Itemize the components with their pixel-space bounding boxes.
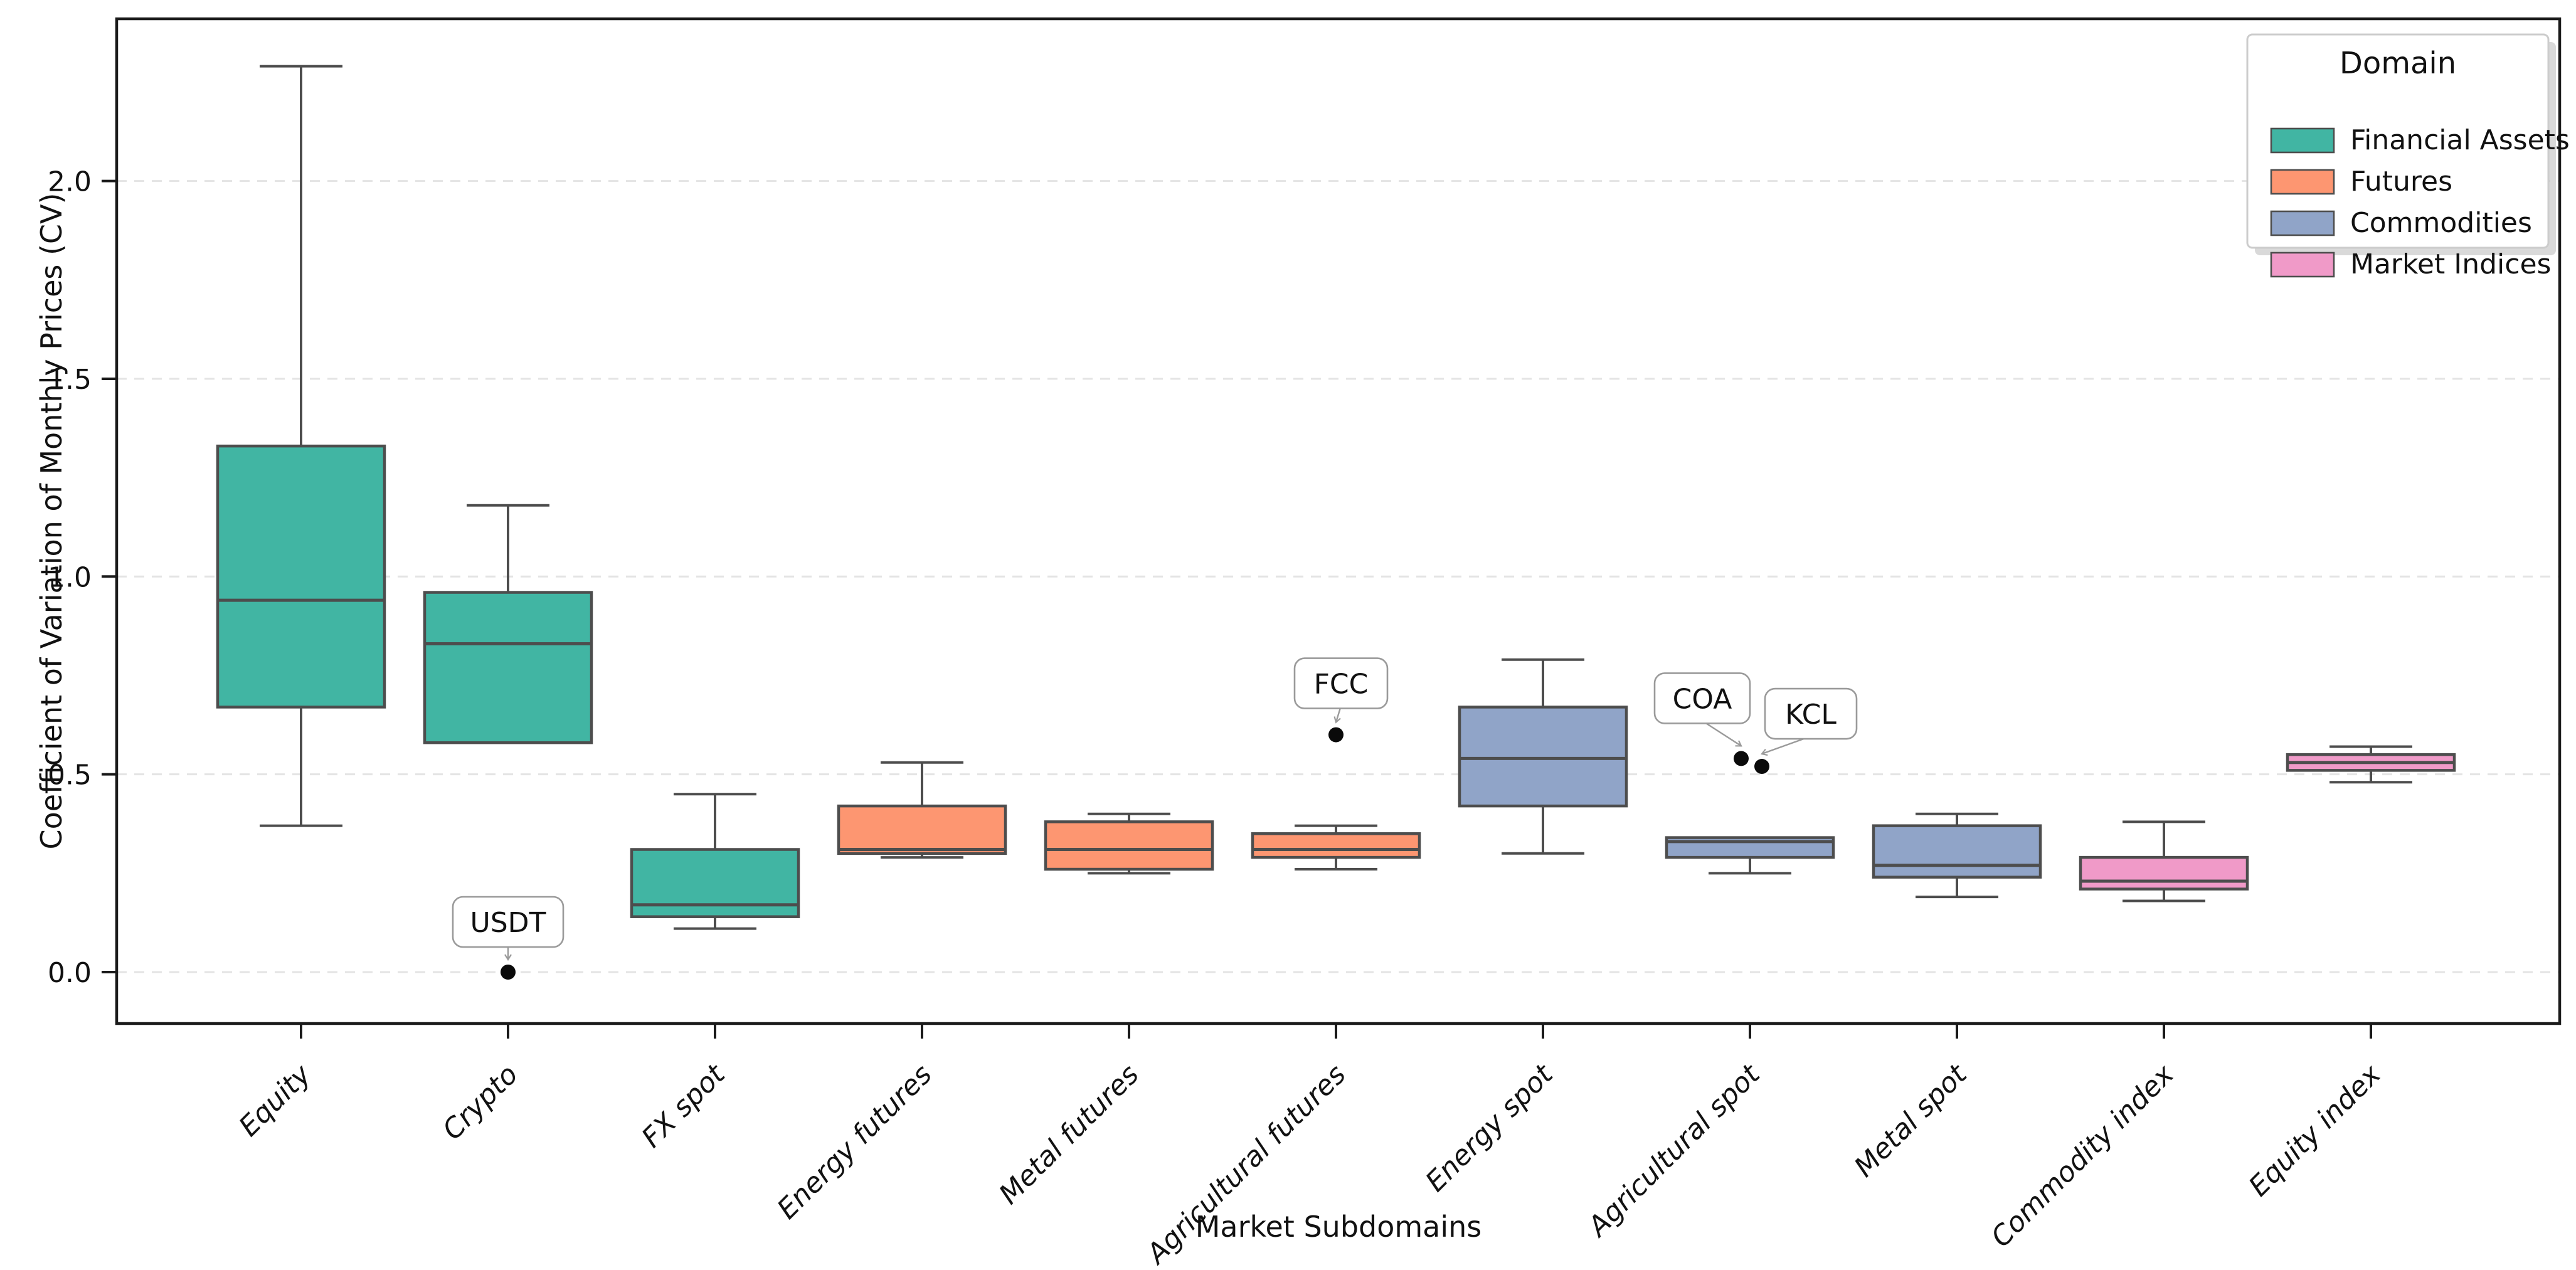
ytick-label-1.0: 1.0 <box>48 561 92 593</box>
outlier-dot-fcc <box>1328 727 1344 743</box>
legend-label-futures: Futures <box>2350 166 2452 198</box>
xtick-label-energy-futures: Energy futures <box>771 1059 938 1225</box>
xtick-label-metal-spot: Metal spot <box>1848 1057 1974 1183</box>
ytick-label-0.5: 0.5 <box>48 759 92 791</box>
x-axis-title: Market Subdomains <box>1195 1210 1482 1244</box>
outlier-dot-kcl <box>1754 759 1769 775</box>
box-group-agricultural-spot <box>1665 751 1835 875</box>
axes-spines <box>115 17 2562 1025</box>
annotation-box-kcl <box>1764 687 1858 740</box>
box-metal-spot <box>1872 824 2042 879</box>
legend-swatch-market-indices <box>2270 251 2335 278</box>
legend-swatch-commodities <box>2270 210 2335 236</box>
annotation-label-usdt: USDT <box>470 907 546 939</box>
xtick-label-equity-index: Equity index <box>2243 1058 2388 1203</box>
annotation-label-coa: COA <box>1673 683 1732 715</box>
box-group-equity <box>216 65 386 827</box>
box-crypto <box>423 591 593 744</box>
box-group-metal-futures <box>1044 812 1214 875</box>
box-group-equity-index <box>2286 745 2456 784</box>
box-group-metal-spot <box>1872 812 2042 899</box>
annotations: USDT FCC COA KCL <box>452 657 1858 961</box>
box-group-energy-futures <box>837 761 1007 859</box>
legend-entry-futures: Futures <box>2270 166 2452 198</box>
annotation-label-fcc: FCC <box>1314 669 1369 701</box>
y-axis-title: Coefficient of Variation of Monthly Pric… <box>34 193 68 850</box>
box-equity <box>216 444 386 709</box>
legend-entry-market-indices: Market Indices <box>2270 248 2551 280</box>
annotation-usdt: USDT <box>452 896 564 961</box>
legend-label-market-indices: Market Indices <box>2350 248 2551 280</box>
xtick-label-equity: Equity <box>233 1058 317 1143</box>
annotation-coa: COA <box>1653 672 1751 747</box>
box-agricultural-futures <box>1251 832 1421 859</box>
axis-ticks: 0.0 0.5 1.0 1.5 2.0 Equity Crypto FX spot Energy… <box>48 166 2387 1270</box>
box-fx-spot <box>630 848 800 918</box>
ytick-label-2.0: 2.0 <box>48 166 92 198</box>
xtick-label-commodity-index: Commodity index <box>1985 1058 2181 1254</box>
xtick-label-agricultural-spot: Agricultural spot <box>1581 1057 1767 1244</box>
annotation-arrow-coa <box>1702 720 1742 747</box>
annotation-box-usdt <box>452 896 564 948</box>
box-commodity-index <box>2079 855 2249 891</box>
legend-label-commodities: Commodities <box>2350 207 2532 239</box>
boxes <box>216 65 2456 980</box>
legend-entry-commodities: Commodities <box>2270 207 2532 239</box>
outlier-dot-coa <box>1734 751 1749 766</box>
box-group-commodity-index <box>2079 820 2249 902</box>
box-group-crypto <box>423 504 593 980</box>
annotation-kcl: KCL <box>1761 687 1858 756</box>
xtick-label-metal-futures: Metal futures <box>993 1059 1145 1211</box>
grid <box>117 180 2560 973</box>
plot-border <box>115 17 2562 1025</box>
legend: Domain Financial Assets Futures Commodities… <box>2246 33 2570 280</box>
annotation-fcc: FCC <box>1293 657 1389 724</box>
legend-swatch-financial-assets <box>2270 127 2335 154</box>
box-energy-spot <box>1458 706 1628 808</box>
box-energy-futures <box>837 804 1007 855</box>
box-group-fx-spot <box>630 793 800 930</box>
xtick-label-crypto: Crypto <box>437 1059 524 1146</box>
legend-entry-financial-assets: Financial Assets <box>2270 124 2570 156</box>
annotation-label-kcl: KCL <box>1785 699 1837 731</box>
annotation-box-coa <box>1653 672 1751 724</box>
ytick-label-1.5: 1.5 <box>48 364 92 396</box>
ytick-label-0.0: 0.0 <box>48 957 92 989</box>
xtick-label-energy-spot: Energy spot <box>1419 1057 1560 1198</box>
annotation-box-fcc <box>1293 657 1389 709</box>
legend-title: Domain <box>2340 46 2456 81</box>
legend-label-financial-assets: Financial Assets <box>2350 124 2570 156</box>
legend-swatch-futures <box>2270 169 2335 195</box>
outlier-dot-usdt <box>501 965 516 980</box>
box-metal-futures <box>1044 820 1214 871</box>
box-group-agricultural-futures <box>1251 727 1421 871</box>
xtick-label-fx-spot: FX spot <box>635 1057 732 1154</box>
box-group-energy-spot <box>1458 658 1628 855</box>
